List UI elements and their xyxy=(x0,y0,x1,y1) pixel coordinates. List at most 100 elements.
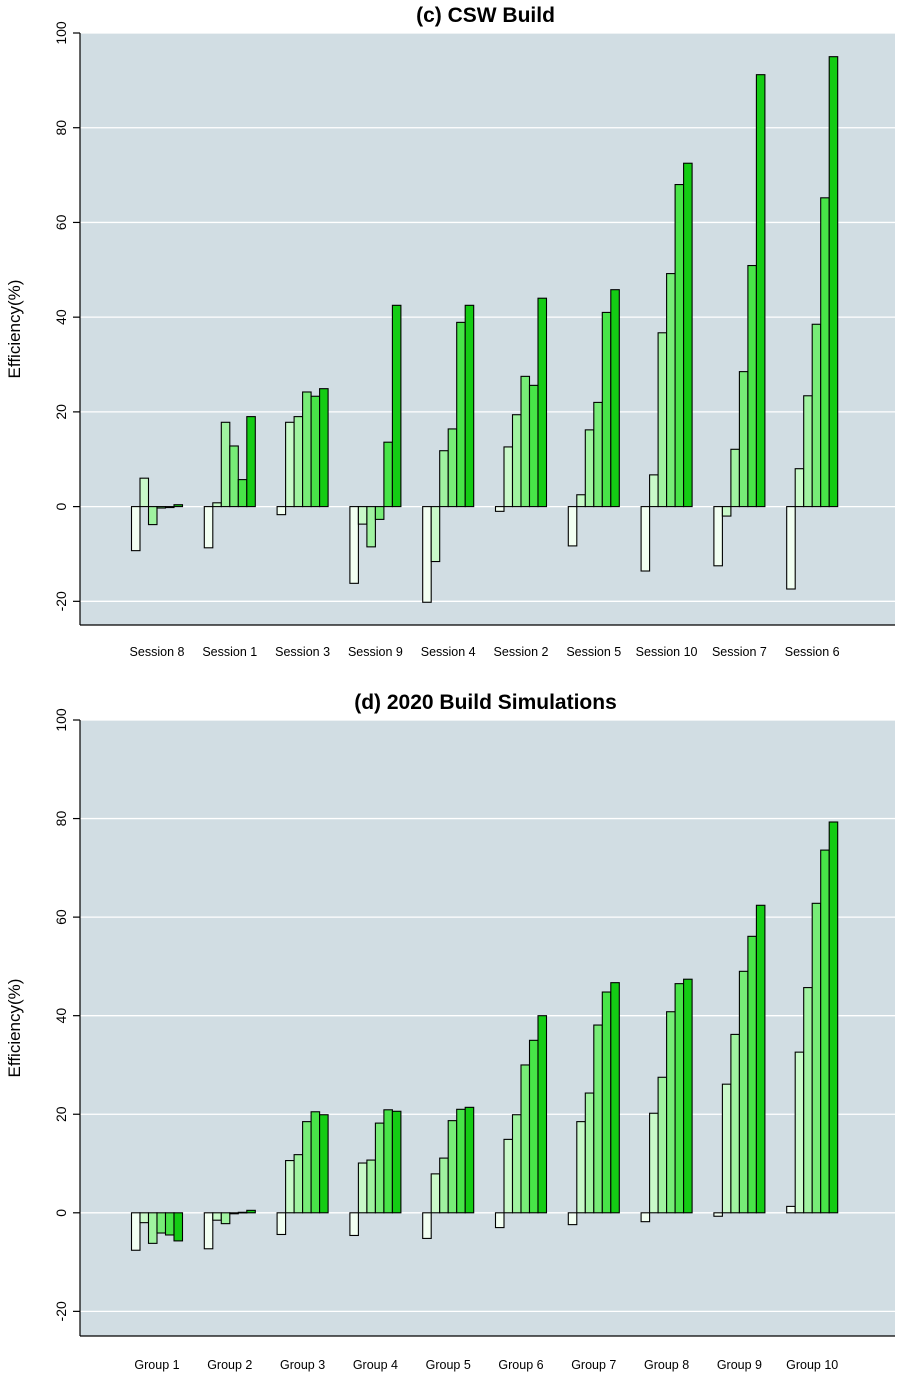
bar-group-1-s5 xyxy=(164,1212,175,1236)
category-label: Session 8 xyxy=(130,645,185,659)
y-tick-label: 20 xyxy=(53,1106,69,1122)
bar-group-4-s6 xyxy=(391,1110,402,1214)
bar-session-3-s5 xyxy=(310,395,321,508)
bar-group-3-s5 xyxy=(310,1111,321,1214)
bar-session-3-s1 xyxy=(276,506,287,516)
bar-session-2-s1 xyxy=(494,506,505,512)
bar-group-3-s6 xyxy=(319,1114,329,1214)
bar-group-6-s5 xyxy=(528,1039,539,1214)
bar-group-10-s3 xyxy=(803,987,813,1214)
bar-group-1-s4 xyxy=(156,1212,167,1234)
bar-session-9-s4 xyxy=(374,506,385,520)
bar-group-8-s3 xyxy=(657,1076,668,1214)
bar-group-1-s3 xyxy=(147,1212,158,1244)
category-label: Group 6 xyxy=(498,1358,543,1372)
bar-group-9-s3 xyxy=(730,1033,740,1214)
bar-group-2-s3 xyxy=(220,1212,231,1225)
bar-group-8-s5 xyxy=(674,983,685,1214)
bar-session-2-s2 xyxy=(503,446,514,508)
bar-session-8-s2 xyxy=(139,477,150,508)
y-tick-label: 0 xyxy=(53,1209,69,1217)
bar-group-2-s1 xyxy=(203,1212,214,1250)
bar-session-1-s6 xyxy=(246,416,256,508)
y-tick-label: 60 xyxy=(53,214,69,230)
bar-session-9-s6 xyxy=(391,304,402,508)
bar-group-2-s4 xyxy=(229,1212,239,1215)
bar-group-7-s6 xyxy=(610,982,620,1214)
bar-session-2-s6 xyxy=(537,297,548,508)
bar-group-4-s4 xyxy=(374,1122,385,1214)
bar-session-4-s1 xyxy=(422,506,432,603)
category-label: Session 2 xyxy=(494,645,549,659)
bar-group-5-s3 xyxy=(439,1157,449,1214)
chart-panel-0: -20 0 20 40 60 80 100 Efficiency(%) (c) CSW Buil… xyxy=(5,4,895,659)
category-label: Group 5 xyxy=(426,1358,471,1372)
bar-session-5-s2 xyxy=(576,494,586,508)
category-label: Session 4 xyxy=(421,645,476,659)
bar-session-1-s4 xyxy=(229,445,239,508)
bar-group-7-s3 xyxy=(584,1092,595,1214)
bar-group-1-s6 xyxy=(173,1212,184,1242)
bar-session-4-s3 xyxy=(439,450,449,508)
bar-group-6-s2 xyxy=(503,1138,514,1214)
bar-group-9-s2 xyxy=(721,1083,732,1214)
bar-group-4-s1 xyxy=(349,1212,359,1237)
bar-group-9-s5 xyxy=(747,935,757,1214)
bar-session-7-s1 xyxy=(713,506,723,567)
bar-group-3-s1 xyxy=(276,1212,287,1236)
bar-session-5-s1 xyxy=(567,506,578,547)
bar-session-4-s2 xyxy=(430,506,441,563)
y-tick-label: 40 xyxy=(53,1008,69,1024)
bar-group-3-s3 xyxy=(293,1154,304,1214)
y-tick-label: 80 xyxy=(53,120,69,136)
bar-group-10-s1 xyxy=(786,1205,796,1214)
bar-group-5-s6 xyxy=(464,1106,475,1214)
bar-session-6-s6 xyxy=(828,56,839,508)
category-label: Group 1 xyxy=(134,1358,179,1372)
category-label: Session 10 xyxy=(636,645,698,659)
bar-session-2-s5 xyxy=(528,384,539,508)
y-tick-label: -20 xyxy=(53,1301,69,1321)
bar-session-1-s5 xyxy=(237,479,248,508)
bar-session-7-s4 xyxy=(738,371,749,508)
bar-session-2-s3 xyxy=(511,414,522,508)
bar-group-9-s4 xyxy=(738,970,749,1214)
bar-session-8-s5 xyxy=(164,506,175,509)
bar-group-7-s4 xyxy=(593,1024,603,1214)
bar-session-5-s3 xyxy=(584,429,595,508)
bar-session-4-s6 xyxy=(464,304,475,508)
bar-group-4-s3 xyxy=(366,1159,376,1214)
bar-group-10-s5 xyxy=(820,849,830,1214)
y-tick-label: 60 xyxy=(53,909,69,925)
bar-session-3-s2 xyxy=(285,421,295,508)
bar-session-4-s5 xyxy=(456,321,466,508)
category-label: Group 9 xyxy=(717,1358,762,1372)
bar-group-1-s1 xyxy=(130,1212,141,1251)
bar-session-5-s5 xyxy=(601,311,612,508)
bar-group-8-s1 xyxy=(640,1212,651,1223)
plot-background xyxy=(80,720,895,1336)
bar-session-10-s3 xyxy=(657,332,668,508)
category-label: Session 1 xyxy=(202,645,257,659)
bar-group-8-s6 xyxy=(683,978,693,1214)
bar-group-6-s6 xyxy=(537,1015,548,1214)
y-tick-label: 0 xyxy=(53,502,69,510)
bar-session-6-s3 xyxy=(803,395,813,508)
bar-group-10-s4 xyxy=(811,902,822,1214)
bar-group-5-s5 xyxy=(456,1108,466,1214)
bar-group-5-s4 xyxy=(447,1120,458,1214)
bar-group-1-s2 xyxy=(139,1212,150,1224)
y-tick-label: -20 xyxy=(53,591,69,611)
bar-session-8-s6 xyxy=(173,504,184,508)
bar-group-8-s2 xyxy=(649,1112,659,1214)
bar-group-3-s4 xyxy=(302,1121,312,1214)
category-label: Session 7 xyxy=(712,645,767,659)
bar-session-4-s4 xyxy=(447,428,458,508)
category-label: Group 4 xyxy=(353,1358,398,1372)
bar-group-4-s2 xyxy=(357,1162,368,1214)
bar-group-6-s4 xyxy=(520,1064,531,1214)
bar-session-10-s5 xyxy=(674,184,685,508)
bar-session-7-s3 xyxy=(730,448,740,508)
bar-session-8-s4 xyxy=(156,506,167,509)
bar-group-7-s2 xyxy=(576,1121,586,1214)
